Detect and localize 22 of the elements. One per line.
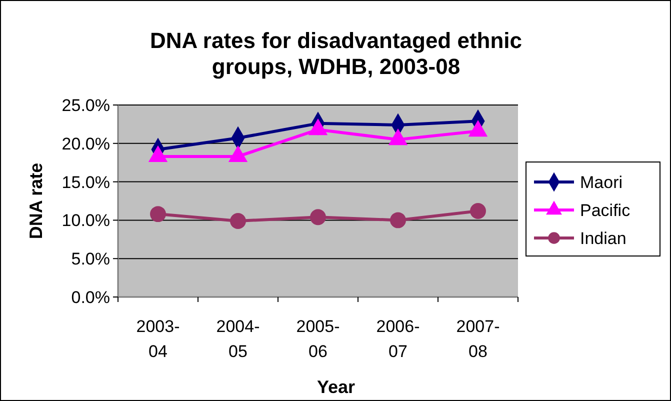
legend-label: Maori — [580, 172, 623, 192]
y-tick-label: 10.0% — [62, 211, 110, 230]
point — [230, 213, 246, 229]
chart-title: DNA rates for disadvantaged ethnic groups, WDHB, 2003-08 — [150, 28, 522, 79]
x-tick-label: 2004-05 — [216, 317, 260, 361]
y-tick-label: 25.0% — [62, 96, 110, 115]
x-axis-title: Year — [316, 377, 356, 397]
y-tick-label: 5.0% — [71, 250, 110, 269]
y-tick-label: 0.0% — [71, 288, 110, 307]
y-axis-title: DNA rate — [26, 162, 46, 240]
point — [150, 206, 166, 222]
x-tick-label: 2005-06 — [296, 317, 340, 361]
point — [470, 203, 486, 219]
y-tick-label: 15.0% — [62, 172, 110, 192]
legend-label: Indian — [580, 228, 626, 248]
x-tick-label: 2003-04 — [136, 317, 180, 361]
legend-label: Pacific — [580, 200, 631, 220]
y-tick-label: 20.0% — [62, 134, 110, 154]
point — [310, 209, 326, 226]
x-tick-label: 2007-08 — [456, 317, 500, 361]
x-tick-label: 2006-07 — [376, 317, 420, 361]
point — [390, 212, 406, 228]
